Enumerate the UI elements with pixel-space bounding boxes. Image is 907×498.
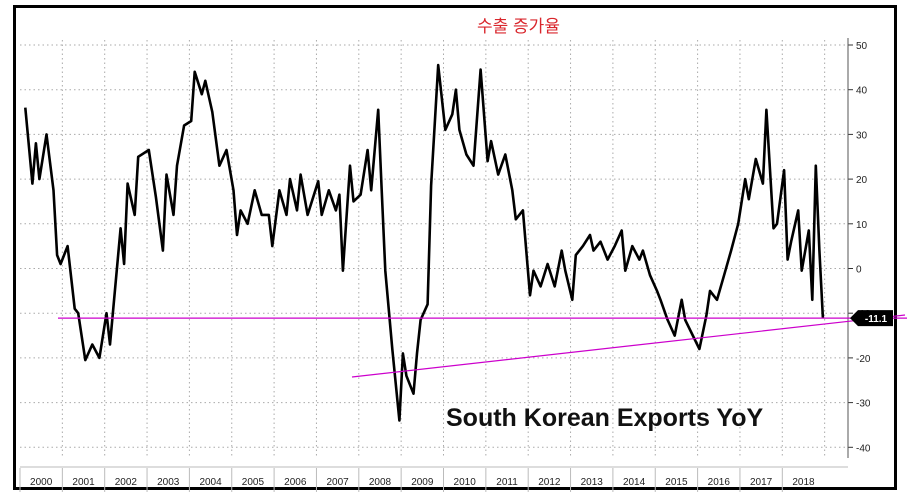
x-tick-label: 2010	[454, 477, 477, 488]
chart-annotation: South Korean Exports YoY	[446, 404, 764, 432]
y-tick-label: 0	[856, 265, 862, 276]
x-tick-label: 2017	[750, 477, 773, 488]
x-tick-label: 2013	[581, 477, 604, 488]
x-tick-label: 2001	[72, 477, 95, 488]
chart-title: 수출 증가율	[477, 17, 560, 36]
x-tick-label: 2005	[242, 477, 265, 488]
x-tick-label: 2000	[30, 477, 53, 488]
x-tick-label: 2003	[157, 477, 180, 488]
series-line	[24, 63, 825, 422]
x-tick-label: 2006	[284, 477, 307, 488]
x-tick-label: 2014	[623, 477, 646, 488]
x-tick-label: 2018	[792, 477, 815, 488]
last-value-label: -11.1	[865, 314, 888, 325]
y-tick-label: -40	[856, 443, 871, 454]
y-tick-label: 30	[856, 130, 868, 141]
x-tick-label: 2016	[708, 477, 731, 488]
x-tick-label: 2011	[496, 477, 518, 488]
y-tick-label: -30	[856, 399, 871, 410]
x-tick-label: 2015	[665, 477, 688, 488]
chart-frame	[13, 5, 897, 490]
x-tick-label: 2012	[538, 477, 561, 488]
y-tick-label: 50	[856, 41, 868, 52]
y-tick-label: 20	[856, 175, 868, 186]
x-tick-label: 2004	[199, 477, 222, 488]
x-tick-label: 2009	[411, 477, 434, 488]
y-tick-label: -20	[856, 354, 871, 365]
y-tick-label: 10	[856, 220, 868, 231]
y-tick-label: 40	[856, 86, 868, 97]
last-value-badge	[850, 310, 893, 327]
x-tick-label: 2008	[369, 477, 392, 488]
trend-line	[351, 314, 906, 378]
x-tick-label: 2007	[327, 477, 350, 488]
x-tick-label: 2002	[115, 477, 138, 488]
